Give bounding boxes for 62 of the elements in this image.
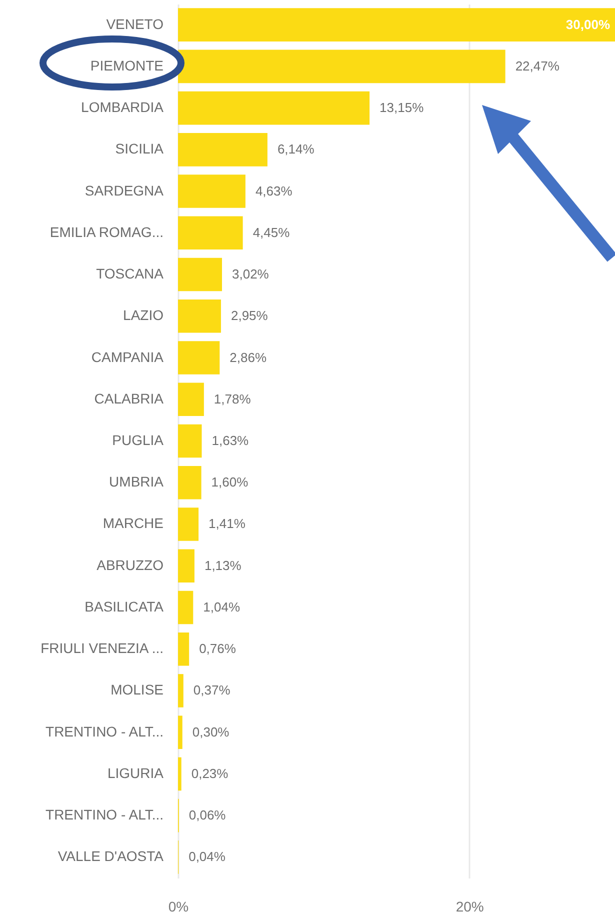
data-label: 0,30%	[192, 724, 230, 740]
bar	[178, 549, 194, 583]
y-tick-label: SICILIA	[115, 140, 164, 157]
bar	[178, 91, 370, 125]
y-tick-label: CALABRIA	[94, 390, 164, 406]
data-label: 1,41%	[208, 516, 246, 532]
data-label: 0,37%	[193, 682, 231, 698]
bar	[178, 757, 182, 791]
y-tick-label: TRENTINO - ALT...	[46, 723, 164, 740]
bar	[178, 8, 615, 42]
data-label: 1,63%	[212, 433, 250, 448]
y-tick-label: MARCHE	[102, 515, 164, 532]
y-tick-label: LOMBARDIA	[81, 99, 164, 116]
data-label: 0,06%	[188, 808, 226, 823]
bar	[178, 508, 199, 541]
data-label: 3,02%	[232, 266, 270, 282]
bar	[178, 299, 221, 333]
data-label: 1,78%	[214, 391, 252, 406]
y-tick-label: VALLE D'AOSTA	[58, 848, 164, 864]
data-label: 4,45%	[252, 224, 290, 240]
bar	[178, 466, 202, 500]
data-label: 0,76%	[199, 641, 236, 656]
data-label: 22,47%	[515, 58, 560, 74]
y-tick-label: SARDEGNA	[84, 182, 164, 198]
data-label: 30,00%	[566, 16, 610, 32]
data-label: 1,04%	[203, 599, 240, 614]
y-tick-label: ABRUZZO	[96, 556, 164, 573]
bar	[178, 674, 184, 708]
bar	[178, 341, 220, 374]
bar	[178, 590, 194, 624]
data-label: 6,14%	[277, 142, 315, 157]
y-tick-label: BASILICATA	[84, 598, 164, 614]
bar	[178, 382, 204, 416]
x-tick-label: 0%	[168, 898, 189, 914]
data-label: 2,95%	[230, 308, 268, 324]
data-label: 0,23%	[191, 766, 229, 781]
y-tick-label: PIEMONTE	[90, 57, 164, 74]
x-tick-label: 20%	[456, 898, 484, 914]
y-tick-label: EMILIA ROMAG...	[50, 224, 164, 240]
bar	[178, 632, 190, 666]
bar	[178, 424, 202, 458]
y-tick-label: LIGURIA	[107, 764, 164, 781]
y-tick-label: FRIULI VENEZIA ...	[40, 640, 164, 656]
y-tick-label: PUGLIA	[112, 432, 164, 448]
data-label: 1,60%	[211, 474, 249, 490]
y-tick-label: MOLISE	[110, 682, 164, 698]
bar	[178, 258, 222, 292]
data-label: 0,04%	[188, 849, 226, 864]
data-label: 13,15%	[380, 100, 424, 116]
data-label: 4,63%	[255, 183, 293, 198]
y-tick-label: LAZIO	[123, 307, 164, 324]
y-tick-label: UMBRIA	[109, 474, 164, 490]
y-tick-label: TOSCANA	[96, 266, 164, 282]
y-tick-label: TRENTINO - ALT...	[46, 806, 164, 823]
y-tick-label: VENETO	[106, 16, 164, 32]
y-tick-label: CAMPANIA	[91, 348, 164, 365]
bar	[178, 133, 268, 166]
data-label: 1,13%	[204, 558, 242, 573]
bar	[178, 174, 246, 208]
bar	[178, 216, 243, 250]
bar	[178, 716, 182, 749]
data-label: 2,86%	[230, 350, 267, 365]
